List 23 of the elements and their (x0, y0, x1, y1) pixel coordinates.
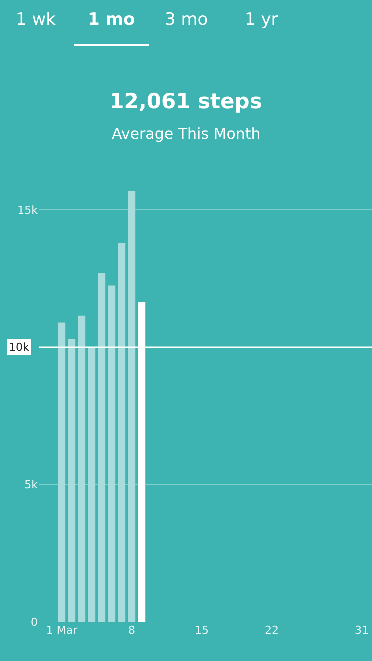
y-tick-label: 0 (31, 616, 38, 629)
bar (128, 191, 136, 622)
x-tick-label: 15 (195, 624, 209, 637)
bar (88, 347, 96, 622)
bar (78, 316, 86, 622)
text: 1 mo (88, 10, 136, 30)
x-tick-label: 31 (355, 624, 369, 637)
bar (68, 339, 76, 622)
chart-title: 12,061 steps (110, 89, 262, 114)
bar (58, 322, 66, 622)
bar (108, 286, 116, 622)
chart-subtitle: Average This Month (112, 125, 261, 143)
text: 1 yr (245, 10, 278, 30)
ref-line-label: 10k (9, 341, 30, 354)
bar (118, 243, 126, 622)
x-tick-label: 22 (265, 624, 279, 637)
text: 3 mo (165, 10, 208, 30)
x-tick-label: 8 (128, 624, 136, 637)
y-tick-label: 15k (18, 204, 39, 218)
bar (98, 273, 106, 622)
x-tick-label: 1 Mar (46, 624, 78, 637)
y-tick-label: 5k (24, 478, 39, 492)
text: 1 wk (16, 10, 56, 30)
